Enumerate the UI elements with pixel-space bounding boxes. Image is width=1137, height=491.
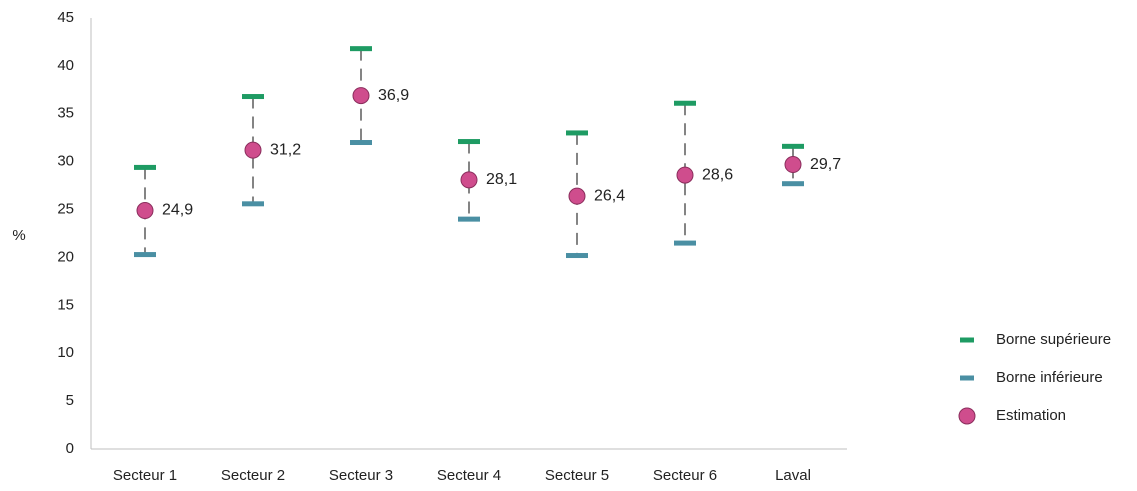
data-label: 28,1: [486, 171, 517, 188]
lower-bound-mark: [242, 201, 264, 207]
legend-label: Borne inférieure: [996, 369, 1103, 386]
data-label: 24,9: [162, 202, 193, 219]
lower-bound-mark: [458, 216, 480, 222]
x-tick-label: Secteur 6: [653, 467, 717, 484]
legend: Borne supérieure Borne inférieure Estimati…: [958, 331, 1111, 425]
x-tick-label: Secteur 1: [113, 467, 177, 484]
upper-bound-mark: [566, 130, 588, 136]
lower-bound-mark: [674, 240, 696, 246]
upper-bound-mark: [674, 100, 696, 106]
upper-bound-mark: [782, 143, 804, 149]
lower-bound-mark: [134, 252, 156, 258]
x-tick-label: Secteur 2: [221, 467, 285, 484]
upper-bound-mark: [134, 164, 156, 170]
estimation-point: [136, 202, 154, 220]
data-labels: 24,9 31,2 36,9 28,1 26,4 28,6 29,7: [162, 87, 841, 219]
y-tick-label: 10: [57, 344, 74, 361]
upper-bound-mark: [242, 94, 264, 100]
x-tick-label: Laval: [775, 467, 811, 484]
legend-label: Borne supérieure: [996, 331, 1111, 348]
y-tick-label: 15: [57, 296, 74, 313]
y-tick-labels: 0 5 10 15 20 25 30 35 40 45: [57, 9, 74, 457]
y-tick-label: 5: [66, 392, 74, 409]
series-marks: [134, 46, 804, 259]
y-tick-label: 0: [66, 440, 74, 457]
estimation-point: [784, 156, 802, 174]
y-tick-label: 25: [57, 201, 74, 218]
estimation-point: [676, 166, 694, 184]
estimation-point: [568, 187, 586, 205]
legend-label: Estimation: [996, 407, 1066, 424]
data-label: 31,2: [270, 141, 301, 158]
lower-bound-mark: [350, 140, 372, 146]
x-tick-labels: Secteur 1 Secteur 2 Secteur 3 Secteur 4 Sect…: [113, 467, 811, 484]
legend-estimation-marker: [958, 407, 976, 425]
lower-bound-mark: [566, 253, 588, 259]
upper-bound-mark: [458, 139, 480, 145]
data-label: 28,6: [702, 166, 733, 183]
axes: [90, 18, 847, 450]
legend-lower-bound-marker: [960, 375, 974, 381]
x-tick-label: Secteur 4: [437, 467, 501, 484]
data-label: 26,4: [594, 187, 625, 204]
estimation-point: [460, 171, 478, 189]
interval-whiskers: [144, 48, 794, 256]
y-axis-title: %: [12, 227, 25, 244]
estimation-point: [352, 87, 370, 105]
legend-upper-bound-marker: [960, 337, 974, 343]
y-tick-label: 40: [57, 57, 74, 74]
x-tick-label: Secteur 3: [329, 467, 393, 484]
data-label: 29,7: [810, 156, 841, 173]
estimation-point: [244, 141, 262, 159]
y-tick-label: 35: [57, 105, 74, 122]
y-tick-label: 30: [57, 153, 74, 170]
lower-bound-mark: [782, 181, 804, 187]
data-label: 36,9: [378, 87, 409, 104]
y-tick-label: 45: [57, 9, 74, 26]
y-tick-label: 20: [57, 248, 74, 265]
x-tick-label: Secteur 5: [545, 467, 609, 484]
upper-bound-mark: [350, 46, 372, 52]
